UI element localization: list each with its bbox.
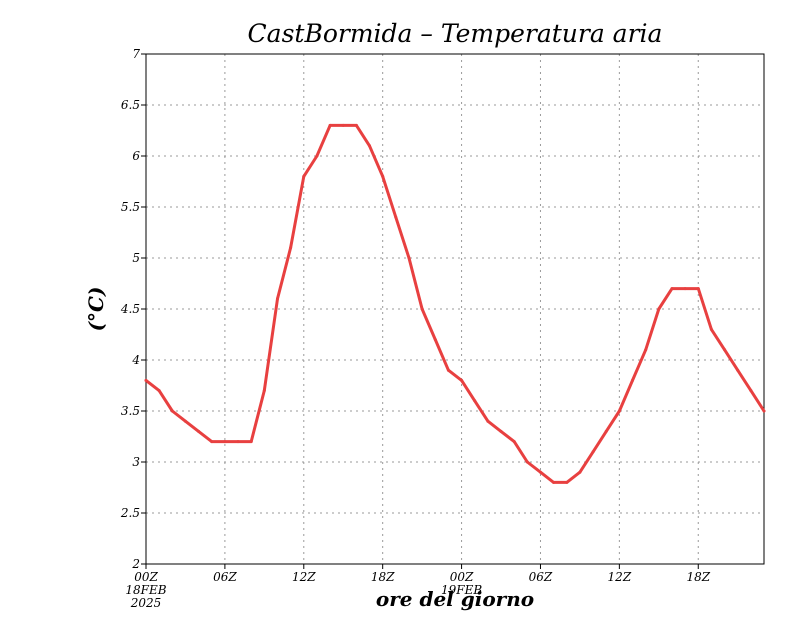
data-point <box>473 399 477 403</box>
data-point <box>433 338 437 342</box>
plot-area <box>145 53 765 565</box>
y-tick-label: 2.5 <box>120 506 140 520</box>
y-tick-label: 2 <box>131 557 140 571</box>
data-point <box>696 287 700 291</box>
y-axis-title: (°C) <box>84 287 108 332</box>
data-point <box>631 378 634 382</box>
x-tick-label: 06Z <box>213 570 237 584</box>
x-tick-label: 18Z <box>371 570 395 584</box>
x-tick-date-label: 2025 <box>130 596 162 610</box>
data-point <box>749 389 753 393</box>
x-tick-label: 12Z <box>292 570 316 584</box>
data-point <box>289 246 293 250</box>
y-tick-label: 5 <box>132 251 140 265</box>
y-tick-label: 3 <box>132 455 140 469</box>
grid <box>146 54 764 564</box>
data-point <box>341 123 345 127</box>
data-point <box>670 287 674 291</box>
data-point <box>486 419 490 423</box>
temperature-line <box>144 123 766 484</box>
data-point <box>644 348 648 352</box>
y-tick-label: 6.5 <box>121 98 140 112</box>
data-point <box>183 419 187 423</box>
x-axis-title: ore del giorno <box>376 587 534 611</box>
y-tick-label: 7 <box>132 47 140 61</box>
data-point <box>315 154 319 158</box>
x-tick-label: 00Z <box>134 570 158 584</box>
data-point <box>302 174 306 178</box>
data-point <box>604 429 608 433</box>
data-point <box>328 123 332 127</box>
data-point <box>157 389 161 393</box>
data-point <box>565 480 569 484</box>
x-tick-date-label: 18FEB <box>125 583 166 597</box>
data-point <box>591 450 595 454</box>
data-point <box>170 409 174 413</box>
chart-title: CastBormida – Temperatura aria <box>248 19 663 48</box>
y-tick-label: 6 <box>132 149 140 163</box>
data-point <box>683 287 687 291</box>
data-point <box>539 470 542 474</box>
data-point <box>709 327 713 331</box>
data-point <box>657 307 661 311</box>
y-tick-label: 3.5 <box>121 404 140 418</box>
data-point <box>525 460 529 464</box>
data-point <box>144 378 148 382</box>
data-point <box>276 297 279 301</box>
data-point <box>262 389 266 393</box>
data-point <box>354 123 358 127</box>
x-tick-date-label: 19FEB <box>441 583 482 597</box>
y-tick-label: 5.5 <box>121 200 140 214</box>
data-point <box>762 409 766 413</box>
data-point <box>407 256 411 260</box>
data-point <box>736 368 740 372</box>
data-point <box>723 348 727 352</box>
data-point <box>460 378 464 382</box>
y-tick-label: 4 <box>131 353 140 367</box>
data-point <box>197 429 201 433</box>
x-tick-label: 12Z <box>608 570 632 584</box>
data-point <box>223 440 227 444</box>
x-tick-label: 06Z <box>529 570 553 584</box>
data-point <box>499 429 503 433</box>
x-tick-label: 00Z <box>450 570 474 584</box>
data-point <box>512 440 516 444</box>
data-point <box>446 368 450 372</box>
data-point <box>368 144 371 148</box>
data-point <box>552 480 556 484</box>
series-layer <box>144 123 766 484</box>
y-tick-label: 4.5 <box>120 302 140 316</box>
data-point <box>381 174 385 178</box>
x-tick-label: 18Z <box>686 570 710 584</box>
data-point <box>249 440 253 444</box>
data-point <box>420 307 424 311</box>
data-point <box>236 440 240 444</box>
data-point <box>210 440 214 444</box>
data-point <box>617 409 621 413</box>
y-axis-ticks: 2 2.5 3 3.5 4 4.5 5 5.5 6 6.5 7 <box>120 47 146 571</box>
data-point <box>394 215 398 219</box>
data-point <box>578 470 582 474</box>
